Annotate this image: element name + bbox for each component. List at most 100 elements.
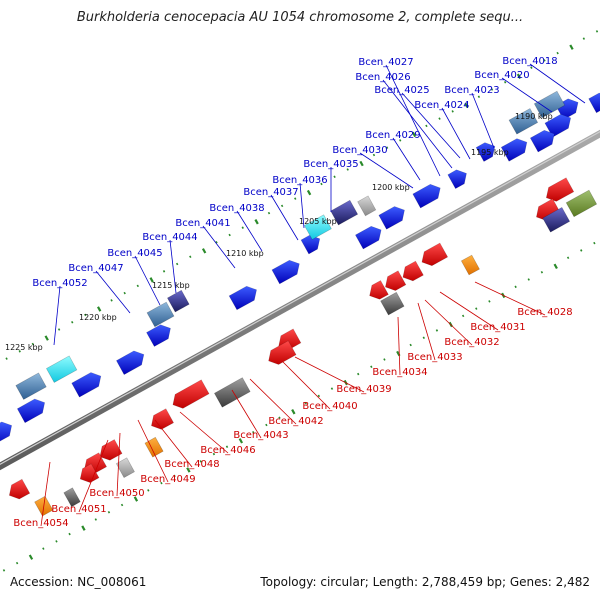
reverse-gene-label-leader [249,378,297,425]
reverse-gene-label: Bcen_4039 [336,384,391,395]
forward-gene-arrow [529,129,555,153]
ruler-tick-lower [370,365,373,369]
ruler-tick-lower [68,532,71,536]
ruler-tick-upper [543,59,546,62]
ruler-tick-lower [409,343,412,347]
ruler-tick-upper [464,102,469,109]
ruler-tick-upper [136,284,139,288]
forward-gene-label-leader [401,92,461,159]
ruler-tick-upper [267,211,271,215]
ruler-tick-upper [385,146,389,149]
ruler-tick-upper [201,248,207,254]
reverse-gene-arrow [99,439,123,461]
reverse-gene-arrow [545,177,575,202]
reverse-feature-block [460,254,480,276]
ruler-tick-lower [55,540,58,543]
reverse-gene-arrow [402,260,424,282]
ruler-tick-lower [42,547,45,550]
sequence-summary: Topology: circular; Length: 2,788,459 bp… [260,575,590,589]
forward-gene-label: Bcen_4027 [358,57,413,68]
reverse-gene-label-leader [137,419,169,483]
ruler-tick-lower [28,554,34,560]
ruler-tick-upper [97,306,102,312]
map-title: Burkholderia cenocepacia AU 1054 chromos… [76,10,524,25]
forward-gene-arrow [378,206,405,230]
ruler-tick-lower [212,452,216,456]
ruler-tick-lower [580,249,583,252]
backbone-highlight [0,131,600,465]
scale-label: 1210 kbp [226,249,264,258]
forward-gene-label: Bcen_4038 [209,203,264,214]
forward-gene-label: Bcen_4035 [303,159,358,170]
reverse-gene-label: Bcen_4028 [517,307,572,318]
reverse-gene-arrow [268,340,297,365]
ruler-tick-lower [265,423,268,427]
reverse-gene-arrow [385,270,407,291]
scale-label: 1190 kbp [515,112,553,121]
ruler-tick-lower [330,387,334,390]
forward-feature-block [166,289,190,313]
forward-gene-label: Bcen_4026 [355,72,410,83]
reverse-gene-label-leader [231,389,262,439]
ruler-tick-lower [540,270,544,274]
forward-gene-label-leader [471,92,495,149]
reverse-gene-arrow [151,408,175,430]
ruler-tick-lower [304,401,307,405]
ruler-tick-upper [241,226,244,229]
ruler-tick-lower [173,474,176,478]
ruler-tick-lower [2,569,6,572]
ruler-tick-lower [422,336,425,339]
reverse-gene-arrow [8,478,31,500]
forward-feature-block [357,195,377,217]
ruler-tick-lower [593,241,596,245]
ruler-tick-lower [475,307,478,310]
ruler-tick-upper [215,240,218,244]
ruler-tick-lower [291,409,296,415]
ruler-tick-upper [228,233,231,237]
reverse-gene-label: Bcen_4050 [89,488,144,499]
ruler-tick-lower [94,518,98,521]
reverse-gene-label: Bcen_4042 [268,416,323,427]
forward-feature-block [533,90,566,119]
ruler-tick-lower [15,561,19,565]
forward-gene-arrow [300,234,321,255]
reverse-gene-label-leader [474,281,546,316]
ruler-tick-upper [595,30,599,33]
forward-gene-label-leader [382,79,453,169]
reverse-feature-block [542,206,571,233]
ruler-tick-lower [160,481,163,485]
reverse-gene-label-leader [40,461,51,527]
forward-gene-label-leader [53,285,61,346]
ruler-tick-upper [149,277,154,283]
ruler-tick-lower [435,329,439,332]
reverse-gene-label-leader [397,316,401,376]
ruler-tick-upper [477,95,481,99]
ruler-tick-upper [306,189,312,196]
forward-gene-label: Bcen_4024 [414,100,469,111]
forward-gene-label-leader [299,182,305,229]
ruler-tick-lower [107,510,111,514]
reverse-gene-label-leader [417,302,436,361]
ruler-tick-upper [320,182,323,186]
forward-gene-label-leader [169,239,177,294]
forward-feature-block [330,199,359,226]
forward-feature-block [15,372,47,400]
ruler-tick-lower [252,430,255,434]
ruler-tick-upper [31,342,35,346]
reverse-gene-label: Bcen_4031 [470,322,525,333]
forward-gene-label-leader [385,64,441,177]
forward-gene-label: Bcen_4020 [474,70,529,81]
ruler-tick-lower [461,314,465,318]
forward-feature-block [303,214,332,240]
ruler-tick-upper [333,175,336,179]
forward-gene-label-leader [392,137,421,181]
forward-gene-arrow [588,92,600,114]
ruler-tick-upper [411,131,417,138]
reverse-feature-block [63,487,81,508]
forward-gene-arrow [71,372,102,398]
ruler-tick-upper [18,350,21,353]
forward-feature-block [146,301,175,328]
forward-gene-label: Bcen_4037 [243,187,298,198]
forward-gene-arrow [447,169,467,190]
